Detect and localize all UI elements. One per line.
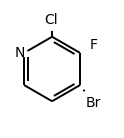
Text: Cl: Cl <box>45 13 58 27</box>
Text: F: F <box>90 38 98 52</box>
Text: N: N <box>15 46 25 60</box>
Text: Br: Br <box>86 96 101 110</box>
